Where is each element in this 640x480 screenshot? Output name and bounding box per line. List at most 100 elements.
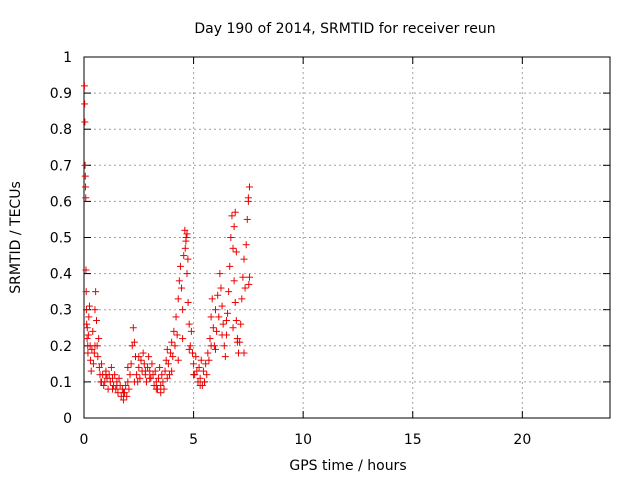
data-point [130,338,138,346]
data-point [155,374,163,382]
y-tick-label: 0.5 [50,231,72,247]
data-point [158,371,166,379]
data-point [196,382,204,390]
data-point [222,317,230,325]
data-point [127,360,135,368]
data-point [187,327,195,335]
data-point [204,349,212,357]
data-point [170,327,178,335]
data-point [228,212,236,220]
x-tick-label: 5 [189,432,198,448]
data-point [130,378,138,386]
data-point [124,378,132,386]
data-point [148,360,156,368]
data-points [80,82,253,404]
data-point [82,183,90,191]
data-point [115,374,123,382]
data-point [82,306,90,314]
data-point [209,324,217,332]
data-point [232,248,240,256]
data-point [221,353,229,361]
data-point [179,306,187,314]
data-point [181,226,189,234]
data-point [245,280,253,288]
data-point [83,335,91,343]
data-point [107,363,115,371]
data-point [167,349,175,357]
data-point [142,378,150,386]
data-point [173,331,181,339]
y-tick-label: 0 [63,411,72,427]
data-point [160,385,168,393]
data-point [124,363,132,371]
data-point [243,215,251,223]
data-point [239,273,247,281]
axis-ticks: 00.10.20.30.40.50.60.70.80.910 5 10 15 20 [50,50,610,448]
data-point [126,371,134,379]
data-point [231,298,239,306]
data-point [82,194,90,202]
data-point [83,324,91,332]
data-point [119,396,127,404]
data-point [125,385,133,393]
data-point [135,353,143,361]
data-point [139,349,147,357]
data-point [196,374,204,382]
data-point [242,241,250,249]
y-tick-label: 0.4 [50,267,72,283]
data-point [195,363,203,371]
data-point [84,349,92,357]
data-point [91,342,99,350]
data-point [85,302,93,310]
data-point [231,208,239,216]
data-point [152,378,160,386]
data-point [184,255,192,263]
y-tick-label: 0.3 [50,303,72,319]
data-point [202,360,210,368]
data-point [98,378,106,386]
data-point [87,367,95,375]
data-point [245,183,253,191]
y-tick-label: 0.6 [50,194,72,210]
data-point [140,360,148,368]
data-point [122,382,130,390]
data-point [91,306,99,314]
data-point [145,353,153,361]
data-point [230,277,238,285]
data-point [81,118,89,126]
data-point [95,363,103,371]
data-point [119,389,127,397]
data-point [168,367,176,375]
data-point [193,367,201,375]
data-point [201,378,209,386]
data-point [165,371,173,379]
data-point [100,382,108,390]
data-point [229,244,237,252]
data-point [168,338,176,346]
data-point [136,374,144,382]
data-point [213,327,221,335]
data-point [156,363,164,371]
data-point [237,320,245,328]
data-point [102,371,110,379]
data-point [90,349,98,357]
y-tick-label: 0.8 [50,122,72,138]
data-point [194,378,202,386]
data-point [215,313,223,321]
data-point [141,367,149,375]
data-point [183,270,191,278]
data-point [88,345,96,353]
data-point [111,371,119,379]
data-point [89,360,97,368]
data-point [176,262,184,270]
x-tick-label: 0 [80,432,89,448]
data-point [190,371,198,379]
data-point [175,277,183,285]
x-tick-label: 10 [294,432,312,448]
data-point [89,327,97,335]
data-point [82,288,90,296]
data-point [185,345,193,353]
data-point [108,385,116,393]
y-tick-label: 0.7 [50,158,72,174]
data-point [92,288,100,296]
